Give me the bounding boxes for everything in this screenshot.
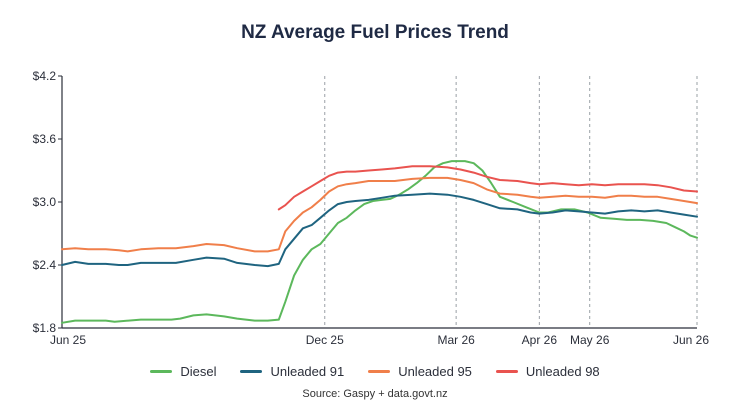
legend-label-unleaded-95: Unleaded 95 [398,364,472,379]
y-tick-label-3: $3.6 [33,132,57,146]
legend-swatch-diesel [150,370,173,373]
x-tick-label-0: Jun 25 [50,333,86,347]
y-tick-label-1: $2.4 [33,258,57,272]
source-note: Source: Gaspy + data.govt.nz [302,388,448,400]
x-tick-label-3: Apr 26 [522,333,558,347]
x-tick-label-5: Jun 26 [673,333,709,347]
legend-label-diesel: Diesel [180,364,217,379]
legend-item-diesel: Diesel [150,364,216,379]
legend-item-unleaded-91: Unleaded 91 [240,364,344,379]
series-line-diesel [61,160,698,324]
y-tick-label-2: $3.0 [33,195,57,209]
legend-item-unleaded-95: Unleaded 95 [368,364,472,379]
series-line-unleaded-98 [277,165,698,211]
legend-swatch-unleaded-95 [368,370,391,373]
x-tick-label-4: May 26 [570,333,610,347]
y-tick-label-4: $4.2 [33,69,57,83]
legend-label-unleaded-91: Unleaded 91 [270,364,345,379]
y-tick-label-0: $1.8 [33,321,57,335]
chart-title: NZ Average Fuel Prices Trend [241,22,509,43]
x-tick-label-2: Mar 26 [437,333,475,347]
series-line-unleaded-95 [61,176,698,253]
legend-label-unleaded-98: Unleaded 98 [525,364,600,379]
series-line-unleaded-91 [61,192,698,268]
legend-swatch-unleaded-91 [240,370,263,373]
legend-item-unleaded-98: Unleaded 98 [495,364,600,379]
x-tick-label-1: Dec 25 [306,333,344,347]
legend-swatch-unleaded-98 [495,370,518,373]
legend: Diesel Unleaded 91 Unleaded 95 Unleaded … [0,364,750,379]
